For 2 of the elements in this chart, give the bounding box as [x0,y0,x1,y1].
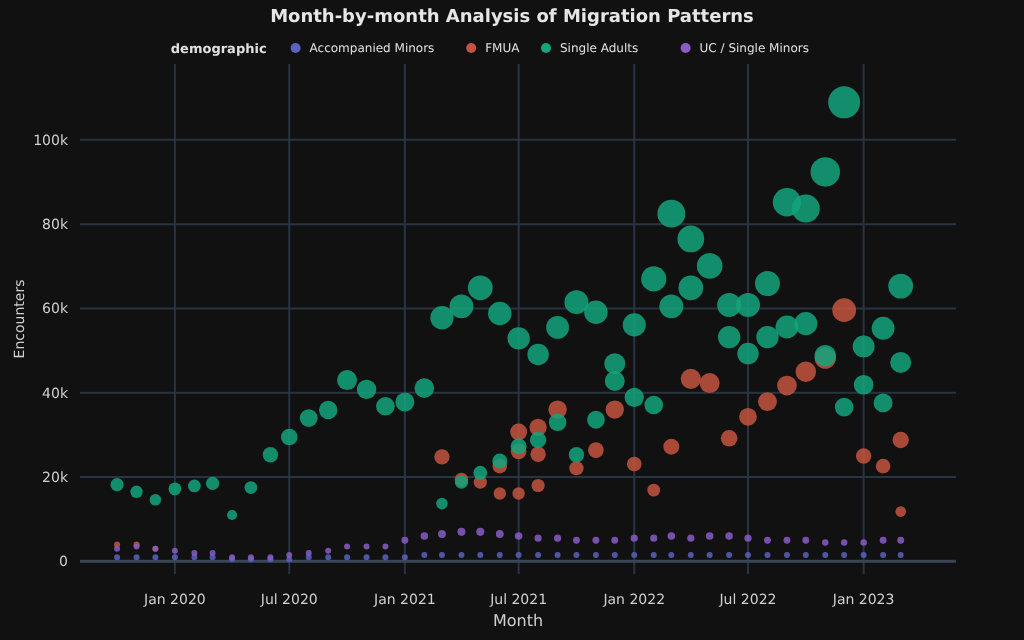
x-axis-title: Month [492,612,544,630]
chart-title: Month-by-month Analysis of Migration Patterns [270,8,754,28]
